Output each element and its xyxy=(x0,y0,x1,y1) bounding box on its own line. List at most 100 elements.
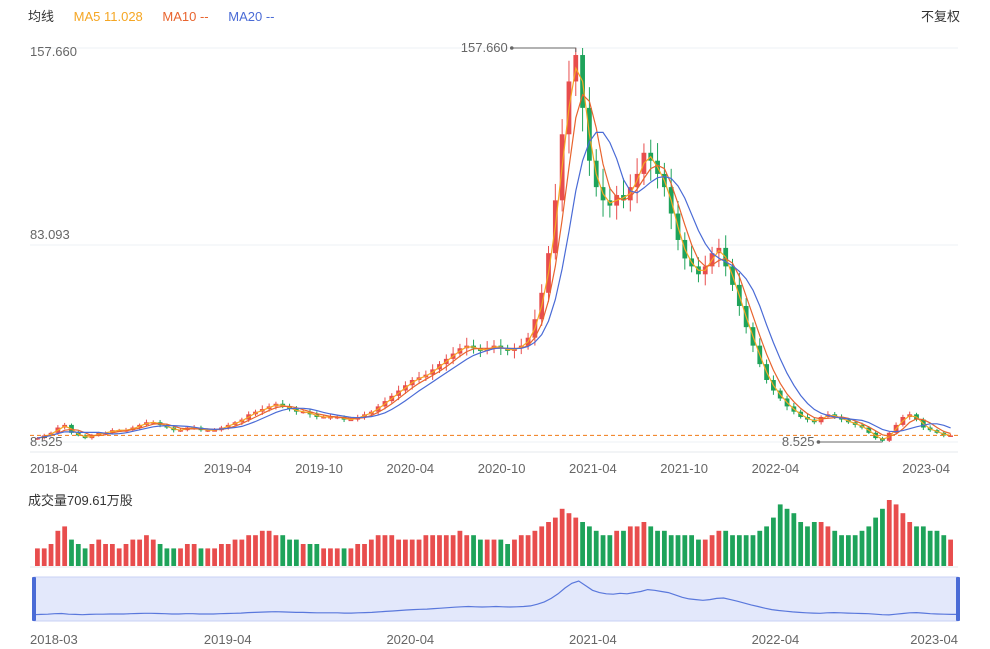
volume-bar xyxy=(920,526,926,566)
volume-bar xyxy=(198,548,204,566)
volume-bar xyxy=(607,535,613,566)
volume-bar xyxy=(144,535,149,566)
volume-bar xyxy=(668,535,674,566)
y-tick-label: 8.525 xyxy=(30,434,63,449)
volume-bar xyxy=(314,544,320,566)
volume-bar xyxy=(409,539,415,566)
volume-bar xyxy=(430,535,436,566)
volume-bar xyxy=(798,522,804,566)
volume-bar xyxy=(743,535,749,566)
volume-bar xyxy=(566,513,572,566)
volume-bar xyxy=(634,526,640,566)
volume-bar xyxy=(443,535,449,566)
min-annotation: 8.525 xyxy=(782,434,815,449)
volume-bar xyxy=(205,548,211,566)
volume-bar xyxy=(839,535,844,566)
volume-bar xyxy=(375,535,381,566)
volume-bar xyxy=(232,539,238,566)
x-tick-label: 2019-10 xyxy=(295,461,343,476)
navigator-x-tick-label: 2020-04 xyxy=(386,632,434,647)
volume-bar xyxy=(941,535,947,566)
volume-bar xyxy=(539,526,545,566)
x-tick-label: 2019-04 xyxy=(204,461,252,476)
max-annotation: 157.660 xyxy=(461,40,508,55)
volume-bar xyxy=(239,539,245,566)
max-dot xyxy=(509,46,514,50)
volume-bar xyxy=(702,539,708,566)
navigator-x-tick-label: 2022-04 xyxy=(752,632,800,647)
volume-bar xyxy=(437,535,442,566)
volume-bar xyxy=(948,539,953,566)
volume-bar xyxy=(587,526,592,566)
navigator-line xyxy=(33,580,958,616)
volume-bars xyxy=(30,500,958,568)
ma20-line xyxy=(37,131,951,439)
volume-bar xyxy=(716,530,722,566)
volume-label: 成交量709.61万股 xyxy=(28,493,133,508)
volume-bar xyxy=(103,544,108,566)
volume-bar xyxy=(491,539,497,566)
volume-bar xyxy=(532,530,538,566)
volume-bar xyxy=(580,522,585,566)
navigator-x-tick-label: 2023-04 xyxy=(910,632,958,647)
volume-bar xyxy=(69,539,74,566)
volume-bar xyxy=(771,517,776,566)
volume-bar xyxy=(682,535,688,566)
ma5-label: MA5 11.028 xyxy=(73,9,143,24)
ma10-line xyxy=(37,93,951,439)
adjust-mode-button[interactable]: 不复权 xyxy=(920,9,960,24)
volume-bar xyxy=(368,539,374,566)
x-tick-label: 2020-10 xyxy=(478,461,526,476)
candle-body xyxy=(35,438,40,440)
volume-bar xyxy=(505,544,511,566)
volume-bar xyxy=(525,535,531,566)
volume-bar xyxy=(362,544,367,566)
candle-body xyxy=(205,430,211,432)
volume-bar xyxy=(825,526,831,566)
candle-body xyxy=(321,416,327,419)
volume-bar xyxy=(423,535,429,566)
volume-bar xyxy=(757,530,763,566)
volume-bar xyxy=(307,544,313,566)
volume-bar xyxy=(730,535,735,566)
volume-bar xyxy=(416,539,422,566)
volume-bar xyxy=(880,508,885,566)
volume-bar xyxy=(457,530,463,566)
volume-bar xyxy=(396,539,401,566)
x-tick-label: 2021-04 xyxy=(569,461,617,476)
volume-bar xyxy=(689,535,695,566)
volume-bar xyxy=(873,517,879,566)
max-pointer xyxy=(511,47,577,52)
volume-bar xyxy=(321,548,327,566)
volume-bar xyxy=(893,504,899,566)
candle-body xyxy=(212,430,217,432)
volume-bar xyxy=(471,535,476,566)
navigator-right-handle[interactable] xyxy=(956,577,960,621)
volume-bar xyxy=(805,526,810,566)
volume-bar xyxy=(641,522,647,566)
volume-bar xyxy=(477,539,483,566)
volume-bar xyxy=(219,544,224,566)
volume-bar xyxy=(382,535,388,566)
volume-bar xyxy=(750,535,756,566)
volume-bar xyxy=(512,539,517,566)
volume-bar xyxy=(614,530,620,566)
volume-bar xyxy=(178,548,183,566)
volume-bar xyxy=(130,539,136,566)
volume-bar xyxy=(484,539,490,566)
volume-bar xyxy=(116,548,122,566)
candle-body xyxy=(191,427,197,430)
x-tick-label: 2018-04 xyxy=(30,461,78,476)
volume-bar xyxy=(845,535,851,566)
navigator-left-handle[interactable] xyxy=(32,577,36,621)
volume-bar xyxy=(886,500,892,566)
volume-bar xyxy=(191,544,197,566)
volume-bar xyxy=(914,526,919,566)
volume-bar xyxy=(859,530,865,566)
moving-averages xyxy=(37,66,951,441)
volume-bar xyxy=(464,535,470,566)
volume-bar xyxy=(280,535,286,566)
volume-bar xyxy=(273,535,279,566)
range-navigator: 2018-03 2019-04 2020-04 2021-04 2022-04 2023-… xyxy=(30,576,960,647)
volume-bar xyxy=(89,544,95,566)
